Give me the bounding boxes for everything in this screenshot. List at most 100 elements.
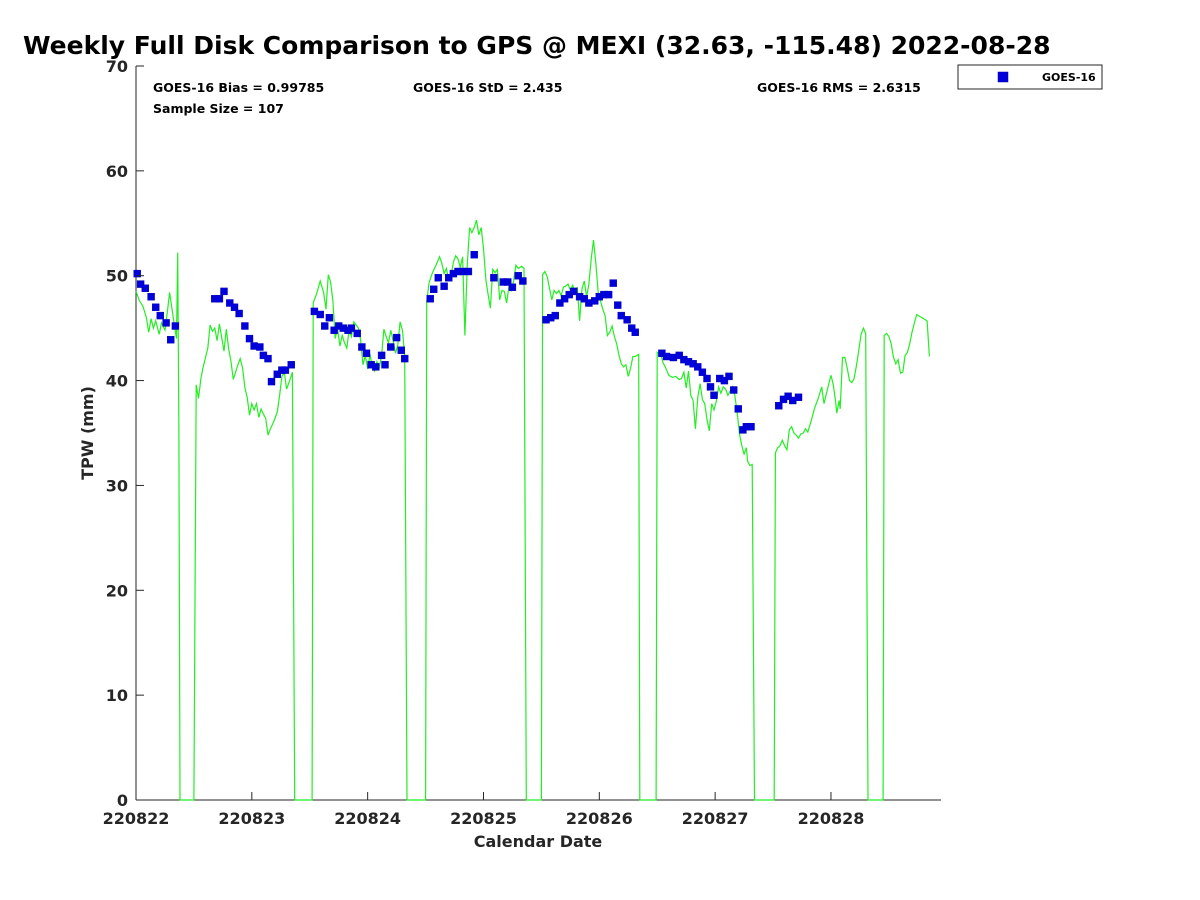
goes16-point [464, 267, 473, 276]
goes16-point [136, 280, 145, 288]
legend-label-goes16: GOES-16 [1042, 71, 1096, 84]
goes16-point [162, 319, 170, 327]
chart-title: Weekly Full Disk Comparison to GPS @ MEX… [23, 31, 1051, 60]
goes16-point [591, 297, 599, 305]
goes16-point [287, 361, 295, 369]
goes16-point [377, 351, 386, 360]
goes16-point [617, 311, 625, 320]
goes16-point [580, 295, 588, 303]
y-tick-label: 50 [106, 267, 128, 286]
goes16-point [725, 372, 733, 381]
legend-box [957, 64, 1103, 90]
goes16-point [353, 329, 361, 338]
y-tick-label: 30 [106, 476, 128, 495]
goes16-point [387, 343, 395, 351]
y-ticks: 0 10 20 30 40 50 60 70 [106, 57, 144, 810]
x-tick-label: 220824 [334, 809, 401, 828]
goes16-point [434, 274, 442, 282]
goes16-point [264, 354, 272, 363]
x-tick-label: 220827 [682, 809, 749, 828]
goes16-point [347, 324, 356, 332]
goes16-point [730, 386, 738, 394]
goes16-point [156, 311, 165, 320]
legend: GOES-16 [957, 64, 1103, 90]
goes16-point [426, 295, 434, 303]
goes16-point [703, 374, 711, 383]
goes16-point [358, 343, 366, 351]
x-tick-label: 220825 [450, 809, 517, 828]
x-ticks: 220822 220823 220824 220825 220826 220827 2208… [103, 792, 865, 828]
goes16-point [440, 282, 448, 290]
gps-tpw-line [135, 219, 930, 801]
goes16-point [570, 287, 578, 296]
y-tick-label: 40 [106, 372, 128, 391]
std-stat: GOES-16 StD = 2.435 [413, 80, 562, 95]
legend-marker [997, 71, 1009, 83]
plot-area: 0 10 20 30 40 50 60 70 220822 220823 220824 220825… [103, 57, 941, 828]
y-tick-label: 60 [106, 162, 128, 181]
goes16-point [381, 361, 389, 369]
goes16-point [267, 377, 276, 386]
goes16-point [623, 316, 631, 324]
goes16-point [325, 314, 334, 322]
goes16-point [604, 290, 613, 299]
goes16-point [316, 310, 324, 319]
goes16-point [430, 285, 438, 293]
goes16-point [256, 343, 264, 351]
goes16-point [141, 284, 150, 292]
y-tick-label: 0 [117, 791, 128, 810]
goes16-point [508, 283, 517, 291]
x-tick-label: 220822 [103, 809, 170, 828]
plot-frame [136, 66, 941, 800]
y-tick-label: 20 [106, 581, 128, 600]
rms-stat: GOES-16 RMS = 2.6315 [757, 80, 921, 95]
goes16-point [710, 391, 718, 399]
goes16-point [698, 368, 707, 376]
goes16-point [147, 293, 155, 301]
goes16-point [372, 363, 380, 371]
goes16-point [734, 405, 742, 413]
goes16-point [245, 334, 254, 343]
bias-stat: GOES-16 Bias = 0.99785 [153, 80, 324, 95]
goes16-point [519, 277, 527, 285]
goes16-point [273, 370, 281, 378]
goes16-point [281, 366, 290, 374]
goes16-point [133, 269, 141, 278]
goes16-point [241, 322, 249, 330]
x-axis-label: Calendar Date [474, 832, 603, 851]
goes16-point [631, 328, 639, 336]
goes16-point [551, 311, 559, 320]
x-tick-label: 220826 [566, 809, 633, 828]
goes16-point [230, 303, 239, 311]
goes16-marker-layer [133, 250, 803, 434]
goes16-point [560, 295, 569, 303]
goes16-point [504, 278, 512, 286]
goes16-point [775, 402, 783, 410]
goes16-point [720, 376, 729, 385]
goes16-point [706, 383, 715, 391]
goes16-point [235, 309, 243, 318]
goes16-point [166, 336, 175, 344]
goes16-point [226, 299, 234, 307]
y-tick-label: 10 [106, 686, 128, 705]
goes16-point [401, 354, 409, 363]
goes16-point [694, 363, 702, 371]
goes16-point [445, 274, 453, 282]
goes16-point [392, 333, 401, 342]
goes16-point [490, 274, 498, 282]
goes16-point [151, 303, 160, 311]
goes16-point [171, 322, 180, 330]
goes16-point [330, 326, 338, 334]
goes16-point [215, 295, 224, 303]
goes16-point [614, 301, 622, 309]
goes16-point [362, 349, 371, 357]
y-axis-label: TPW (mm) [78, 386, 97, 480]
x-tick-label: 220828 [798, 809, 865, 828]
goes16-point [747, 423, 755, 431]
y-tick-label: 70 [106, 57, 128, 76]
goes16-point [784, 392, 792, 400]
goes16-point [397, 346, 405, 354]
goes16-point [609, 279, 617, 287]
goes16-point [514, 272, 522, 280]
goes16-point [556, 299, 564, 307]
